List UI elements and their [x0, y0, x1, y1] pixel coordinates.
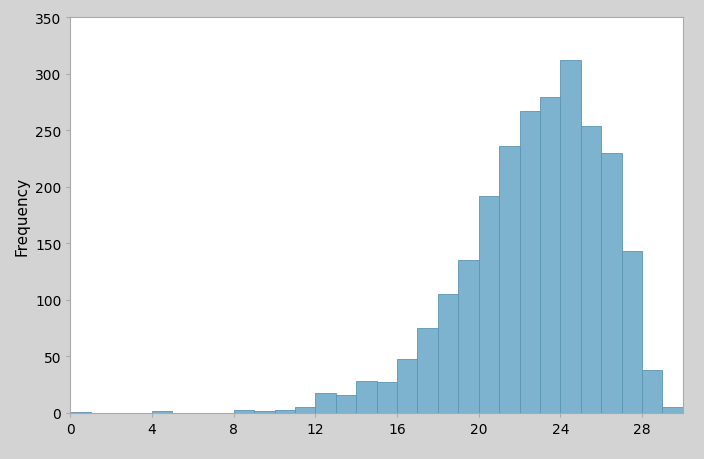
Bar	[622, 252, 642, 413]
Bar	[540, 97, 560, 413]
Bar	[275, 410, 295, 413]
Bar	[417, 329, 438, 413]
Bar	[499, 147, 520, 413]
Bar	[581, 127, 601, 413]
Bar	[662, 408, 683, 413]
Bar	[479, 196, 499, 413]
Bar	[642, 370, 662, 413]
Bar	[152, 411, 172, 413]
Bar	[438, 295, 458, 413]
Bar	[458, 261, 479, 413]
Bar	[254, 411, 275, 413]
Bar	[234, 410, 254, 413]
Bar	[315, 393, 336, 413]
Y-axis label: Frequency: Frequency	[15, 176, 30, 255]
Bar	[397, 359, 417, 413]
Bar	[560, 61, 581, 413]
Bar	[336, 395, 356, 413]
Bar	[70, 412, 91, 413]
Bar	[356, 381, 377, 413]
Bar	[520, 112, 540, 413]
Bar	[377, 383, 397, 413]
Bar	[601, 154, 622, 413]
Bar	[295, 408, 315, 413]
